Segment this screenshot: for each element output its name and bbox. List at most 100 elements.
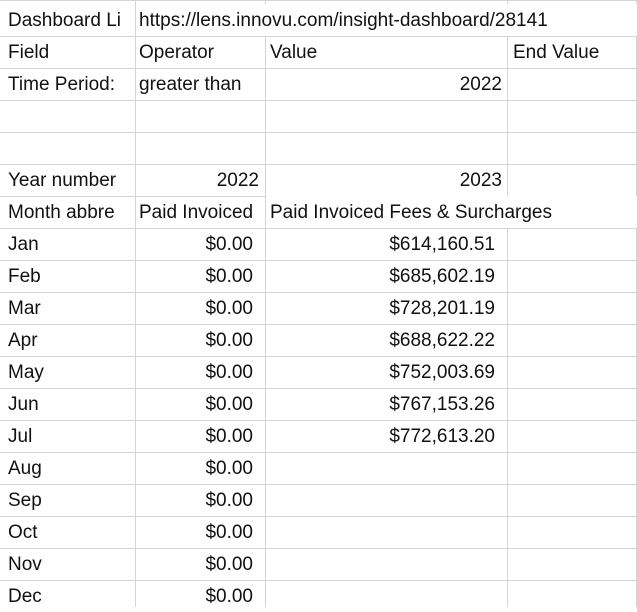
cell-paid-invoiced-2022[interactable]: $0.00 [205,426,253,447]
cell-paid-invoiced-fees-2023[interactable] [266,548,507,580]
row-column-headers: Month abbre Paid Invoiced Paid Invoiced … [0,196,637,228]
cell-empty[interactable] [508,452,637,484]
cell-paid-invoiced-fees-2023[interactable] [266,516,507,548]
cell-month[interactable]: Nov [8,554,42,575]
cell-paid-invoiced-fees-2023[interactable]: $728,201.19 [389,298,495,319]
cell-month[interactable]: Jul [8,426,33,447]
cell-paid-invoiced-fees-header[interactable]: Paid Invoiced Fees & Surcharges [266,196,637,228]
cell-paid-invoiced-2022[interactable]: $0.00 [205,394,253,415]
cell-paid-invoiced-2022[interactable]: $0.00 [205,266,253,287]
gridline [0,68,637,69]
table-row: Aug $0.00 [0,452,637,484]
cell-year-2023[interactable]: 2023 [459,170,502,191]
cell-filter-field[interactable]: Time Period: [8,74,115,95]
gridline [0,516,637,517]
cell-month[interactable]: Dec [8,586,42,607]
cell-paid-invoiced-fees-2023[interactable] [266,452,507,484]
cell-field-header[interactable]: Field [8,42,50,63]
table-row: May $0.00 $752,003.69 [0,356,637,388]
table-row: Mar $0.00 $728,201.19 [0,292,637,324]
cell-month[interactable]: Aug [8,458,42,479]
row-year-number: Year number 2022 2023 [0,164,637,196]
table-row: Apr $0.00 $688,622.22 [0,324,637,356]
cell-paid-invoiced-2022[interactable]: $0.00 [205,330,253,351]
gridline [0,580,637,581]
gridline [507,0,508,607]
gridline [0,100,637,101]
table-row: Dec $0.00 [0,580,637,612]
cell-dashboard-label[interactable]: Dashboard Li [8,10,122,31]
cell-paid-invoiced-2022[interactable]: $0.00 [205,522,253,543]
table-row: Sep $0.00 [0,484,637,516]
cell-operator-header[interactable]: Operator [139,42,214,63]
cell-paid-invoiced-2022[interactable]: $0.00 [205,490,253,511]
cell-paid-invoiced-fees-2023[interactable]: $688,622.22 [389,330,495,351]
cell-filter-operator[interactable]: greater than [139,74,242,95]
table-row: Nov $0.00 [0,548,637,580]
row-filter-header: Field Operator Value End Value [0,36,637,68]
cell-empty[interactable] [508,484,637,516]
cell-paid-invoiced-fees-2023[interactable] [266,580,507,612]
cell-month[interactable]: Apr [8,330,38,351]
cell-filter-end-value[interactable] [508,68,637,100]
cell-month[interactable]: Mar [8,298,41,319]
cell-empty[interactable] [508,516,637,548]
cell-year-label[interactable]: Year number [8,170,117,191]
cell-paid-invoiced-2022[interactable]: $0.00 [205,362,253,383]
cell-year-2022[interactable]: 2022 [216,170,259,191]
gridline [0,356,637,357]
cell-paid-invoiced-fees-2023[interactable]: $772,613.20 [389,426,495,447]
cell-dashboard-url[interactable]: https://lens.innovu.com/insight-dashboar… [136,4,637,36]
cell-filter-value[interactable]: 2022 [459,74,502,95]
cell-paid-invoiced-2022[interactable]: $0.00 [205,234,253,255]
cell-paid-invoiced-fees-2023[interactable]: $685,602.19 [389,266,495,287]
cell-empty[interactable] [508,420,637,452]
row-filter: Time Period: greater than 2022 [0,68,637,100]
cell-month-header[interactable]: Month abbre [8,202,115,223]
cell-empty[interactable] [508,388,637,420]
gridline [135,0,136,607]
cell-paid-invoiced-2022[interactable]: $0.00 [205,458,253,479]
row-empty [0,132,637,164]
cell-empty[interactable] [508,580,637,612]
cell-empty[interactable] [508,548,637,580]
cell-month[interactable]: Sep [8,490,42,511]
cell-paid-invoiced-header[interactable]: Paid Invoiced [139,202,254,223]
cell-month[interactable]: Jan [8,234,39,255]
row-empty [0,100,637,132]
table-row: Jan $0.00 $614,160.51 [0,228,637,260]
gridline [0,452,637,453]
cell-month[interactable]: Oct [8,522,38,543]
cell-empty[interactable] [508,324,637,356]
table-row: Jul $0.00 $772,613.20 [0,420,637,452]
cell-empty[interactable] [508,228,637,260]
gridline [0,260,637,261]
cell-month[interactable]: Jun [8,394,39,415]
cell-paid-invoiced-2022[interactable]: $0.00 [205,586,253,607]
gridline [0,164,637,165]
cell-empty[interactable] [508,292,637,324]
cell-empty[interactable] [508,356,637,388]
cell-paid-invoiced-2022[interactable]: $0.00 [205,554,253,575]
table-row: Jun $0.00 $767,153.26 [0,388,637,420]
cell-empty[interactable] [508,260,637,292]
gridline [0,132,637,133]
cell-paid-invoiced-2022[interactable]: $0.00 [205,298,253,319]
cell-paid-invoiced-fees-2023[interactable] [266,484,507,516]
cell-end-value-header[interactable]: End Value [513,42,600,63]
gridline [0,0,637,1]
cell-paid-invoiced-fees-2023[interactable]: $752,003.69 [389,362,495,383]
gridline [0,548,637,549]
gridline [0,324,637,325]
cell-paid-invoiced-fees-2023[interactable]: $767,153.26 [389,394,495,415]
gridline [0,388,637,389]
table-row: Feb $0.00 $685,602.19 [0,260,637,292]
row-dashboard-link: Dashboard Li https://lens.innovu.com/ins… [0,4,637,36]
cell-month[interactable]: May [8,362,44,383]
cell-value-header[interactable]: Value [270,42,318,63]
gridline [265,0,266,607]
cell-month[interactable]: Feb [8,266,41,287]
table-row: Oct $0.00 [0,516,637,548]
cell-paid-invoiced-fees-2023[interactable]: $614,160.51 [389,234,495,255]
